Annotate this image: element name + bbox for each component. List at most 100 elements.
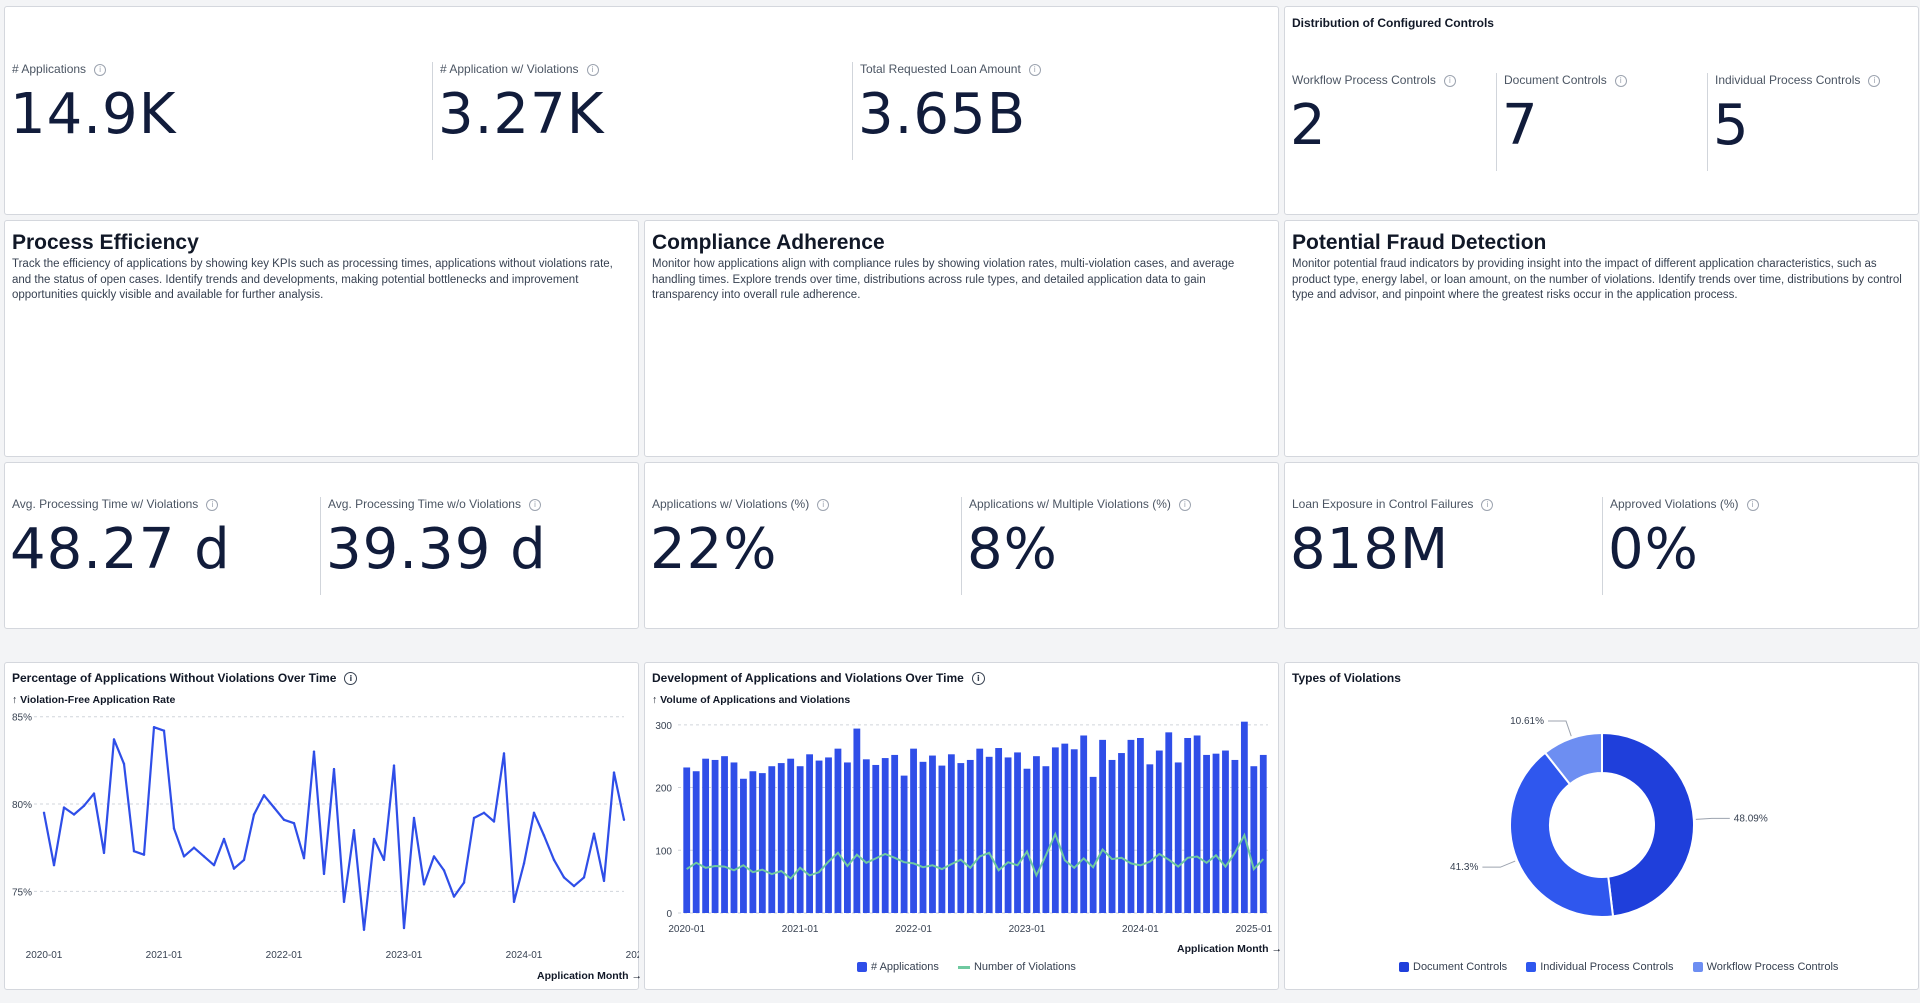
bar [1193, 735, 1201, 913]
bar [1250, 766, 1258, 913]
fraud-title: Potential Fraud Detection [1292, 231, 1547, 254]
bar [1042, 766, 1050, 913]
bar-chart-xlabel: Application Month → [1177, 943, 1282, 955]
donut-chart-legend: Document Controls Individual Process Con… [1399, 961, 1854, 973]
bar-chart-subtitle: ↑ Volume of Applications and Violations [652, 694, 851, 706]
kpi-app-viol-value: 22% [650, 517, 778, 582]
info-icon[interactable]: i [1481, 498, 1494, 511]
divider [320, 497, 321, 595]
info-icon[interactable]: i [1028, 63, 1041, 76]
line-point [562, 876, 566, 879]
x-tick-label: 2022-01 [266, 950, 303, 961]
bar [966, 759, 974, 913]
bar-chart[interactable]: 0 100 200 300 2020-01 2021-01 2022-01 2023-01 20… [644, 700, 1279, 940]
legend-swatch [1526, 962, 1537, 973]
compliance-section [644, 220, 1279, 457]
bar [1080, 735, 1088, 913]
info-icon[interactable]: i [817, 498, 830, 511]
x-tick-label: 2024-01 [1122, 924, 1159, 935]
bar [938, 765, 946, 913]
line-point [402, 926, 406, 930]
line-point [322, 872, 326, 876]
x-tick-label: 2021-01 [146, 950, 183, 961]
bar [1051, 747, 1059, 913]
bar [749, 771, 757, 913]
legend-item-violations[interactable]: Number of Violations [957, 961, 1076, 973]
compliance-desc: Monitor how applications align with comp… [652, 258, 1235, 301]
info-icon[interactable]: i [1443, 74, 1456, 87]
line-point [372, 837, 376, 841]
legend-item-document[interactable]: Document Controls [1399, 961, 1507, 973]
donut-slice [1543, 731, 1603, 786]
legend-item-applications[interactable]: # Applications [857, 961, 939, 973]
bar [976, 748, 984, 913]
line-point [122, 762, 126, 766]
fraud-kpi-panel [1284, 462, 1919, 629]
bar [1146, 764, 1154, 913]
line-point [172, 827, 176, 830]
bar [768, 766, 776, 913]
x-tick-label: 2021-01 [782, 924, 819, 935]
info-icon[interactable]: i [528, 498, 541, 511]
bar [796, 766, 804, 913]
bar [1231, 759, 1239, 913]
line-point [502, 752, 506, 755]
kpi-approved-viol-label: Approved Violations (%) i [1610, 497, 1759, 511]
line-point [282, 818, 286, 821]
bar [985, 756, 993, 913]
info-icon[interactable]: i [1614, 74, 1627, 87]
line-point [52, 863, 56, 867]
line-series [42, 726, 626, 931]
line-point [302, 856, 306, 860]
kpi-proc-with-value: 48.27 d [10, 517, 231, 582]
legend-item-individual[interactable]: Individual Process Controls [1526, 961, 1674, 973]
line-point [272, 806, 276, 809]
line-point [532, 811, 536, 814]
donut-slice [1509, 751, 1615, 918]
y-tick-label: 200 [655, 784, 672, 795]
bar [929, 755, 936, 913]
y-tick-label: 100 [655, 846, 672, 857]
bar [1070, 749, 1078, 913]
info-icon[interactable]: i [344, 672, 358, 686]
info-icon[interactable]: i [1868, 74, 1881, 87]
legend-item-workflow[interactable]: Workflow Process Controls [1692, 961, 1838, 973]
divider [1707, 73, 1708, 171]
line-point [192, 846, 196, 849]
bar [872, 764, 880, 913]
x-tick-label: 2023-01 [386, 950, 423, 961]
controls-title: Distribution of Configured Controls [1292, 16, 1494, 30]
kpi-approved-viol-value: 0% [1608, 517, 1699, 582]
kpi-loan-exposure-value: 818M [1290, 517, 1450, 582]
info-icon[interactable]: i [971, 672, 985, 686]
bar [1061, 743, 1069, 913]
bar [683, 767, 691, 913]
kpi-violations-label: # Application w/ Violations i [440, 62, 599, 76]
controls-individual-value: 5 [1713, 93, 1750, 158]
bar-chart-title: Development of Applications and Violatio… [652, 671, 985, 686]
line-point [432, 855, 436, 858]
line-point [162, 729, 166, 732]
info-icon[interactable]: i [94, 63, 107, 76]
bar [1089, 776, 1097, 913]
info-icon[interactable]: i [206, 498, 219, 511]
bar [919, 761, 927, 913]
bar [1137, 737, 1144, 913]
kpi-proc-without-label: Avg. Processing Time w/o Violations i [328, 497, 541, 511]
info-icon[interactable]: i [1746, 498, 1759, 511]
line-chart[interactable]: 75% 80% 85% 2020-01 2021-01 2022-01 2023-01 202… [4, 700, 639, 970]
bar [758, 773, 766, 913]
y-tick-label: 0 [666, 909, 672, 920]
donut-chart[interactable]: 48.09% 41.3% 10.61% [1284, 700, 1919, 950]
x-tick-label: 2020-01 [668, 924, 705, 935]
line-point [292, 822, 296, 825]
info-icon[interactable]: i [586, 63, 599, 76]
line-point [332, 767, 336, 771]
info-icon[interactable]: i [1178, 498, 1191, 511]
donut-slice [1601, 731, 1695, 918]
line-point [472, 816, 476, 820]
controls-individual-label: Individual Process Controls i [1715, 73, 1881, 87]
line-point [232, 867, 236, 870]
bar-chart-legend: # Applications Number of Violations [857, 961, 1092, 973]
violations-line [686, 831, 1265, 880]
